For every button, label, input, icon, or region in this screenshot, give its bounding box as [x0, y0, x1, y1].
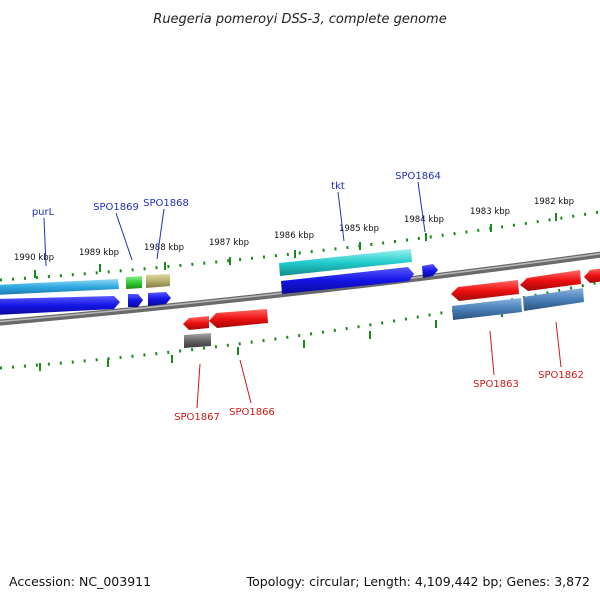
bottom-major-ticks	[39, 296, 569, 371]
cds-arrow-SPO1867[interactable]	[183, 316, 209, 330]
gene-label-SPO1862[interactable]: SPO1862	[538, 370, 584, 381]
gene-label-tkt[interactable]: tkt	[331, 181, 345, 192]
gene-label-SPO1864[interactable]: SPO1864	[395, 171, 441, 182]
cds-arrow-edge[interactable]	[584, 268, 600, 283]
gene-label-SPO1867[interactable]: SPO1867	[174, 412, 220, 423]
top-tick-ruler	[0, 210, 600, 282]
gene-SPO1869-bar[interactable]	[126, 276, 142, 289]
gene-SPO1867-bar[interactable]	[184, 333, 211, 348]
forward-features	[0, 249, 438, 315]
cds-arrow-SPO1862[interactable]	[520, 270, 581, 291]
gene-label-SPO1863[interactable]: SPO1863	[473, 379, 519, 390]
kbp-label: 1985 kbp	[339, 224, 379, 234]
cds-arrow-forward[interactable]	[0, 296, 120, 315]
genome-summary-text: Topology: circular; Length: 4,109,442 bp…	[246, 574, 590, 589]
top-major-ticks	[34, 213, 557, 278]
cds-arrow-tkt[interactable]	[281, 267, 414, 294]
reverse-features	[183, 268, 600, 348]
kbp-label: 1990 kbp	[14, 253, 54, 263]
kbp-label: 1988 kbp	[144, 243, 184, 253]
cds-arrow-SPO1869[interactable]	[128, 294, 143, 307]
top-leader-lines	[43, 181, 426, 267]
gene-SPO1862-bar[interactable]	[523, 288, 584, 311]
accession-text: Accession: NC_003911	[9, 574, 151, 589]
kbp-label: 1986 kbp	[274, 231, 314, 241]
gene-label-SPO1868[interactable]: SPO1868	[143, 198, 189, 209]
gene-SPO1868-bar[interactable]	[146, 274, 170, 288]
gene-purL-bar[interactable]	[0, 279, 119, 295]
cds-arrow-SPO1866[interactable]	[209, 309, 268, 328]
cds-arrow-SPO1863[interactable]	[451, 280, 519, 301]
genome-backbone	[0, 251, 600, 326]
top-gene-labels: purL SPO1869 SPO1868 tkt SPO1864	[32, 171, 441, 218]
gene-label-SPO1866[interactable]: SPO1866	[229, 407, 275, 418]
gene-label-SPO1869[interactable]: SPO1869	[93, 202, 139, 213]
kbp-label: 1983 kbp	[470, 207, 510, 217]
bottom-leader-lines	[196, 321, 562, 409]
gene-SPO1863-bar[interactable]	[452, 298, 522, 320]
map-title: Ruegeria pomeroyi DSS-3, complete genome	[153, 12, 446, 27]
kbp-label: 1989 kbp	[79, 248, 119, 258]
bottom-tick-ruler	[0, 280, 600, 370]
kbp-label: 1987 kbp	[209, 238, 249, 248]
bottom-gene-labels: SPO1867 SPO1866 SPO1863 SPO1862	[174, 370, 584, 423]
gene-label-purL[interactable]: purL	[32, 207, 55, 218]
cds-arrow-SPO1864[interactable]	[422, 264, 438, 278]
kbp-label: 1982 kbp	[534, 197, 574, 207]
cds-arrow-SPO1868[interactable]	[148, 292, 171, 306]
gene-tkt-bar[interactable]	[279, 249, 412, 276]
kbp-label: 1984 kbp	[404, 215, 444, 225]
kbp-labels: 1990 kbp 1989 kbp 1988 kbp 1987 kbp 1986…	[14, 197, 574, 263]
